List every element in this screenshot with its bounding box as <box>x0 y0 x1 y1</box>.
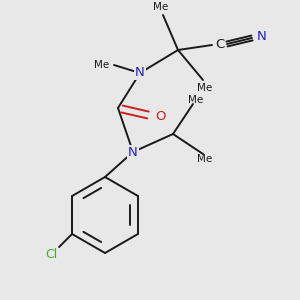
Text: N: N <box>257 31 267 44</box>
Text: Me: Me <box>197 154 213 164</box>
Text: O: O <box>155 110 165 122</box>
Text: Me: Me <box>94 60 110 70</box>
Text: N: N <box>135 67 145 80</box>
Text: N: N <box>128 146 138 158</box>
Text: C: C <box>215 38 225 52</box>
Text: Me: Me <box>197 83 213 93</box>
Text: Me: Me <box>153 2 169 12</box>
Text: Cl: Cl <box>45 248 57 262</box>
Text: Me: Me <box>188 95 204 105</box>
